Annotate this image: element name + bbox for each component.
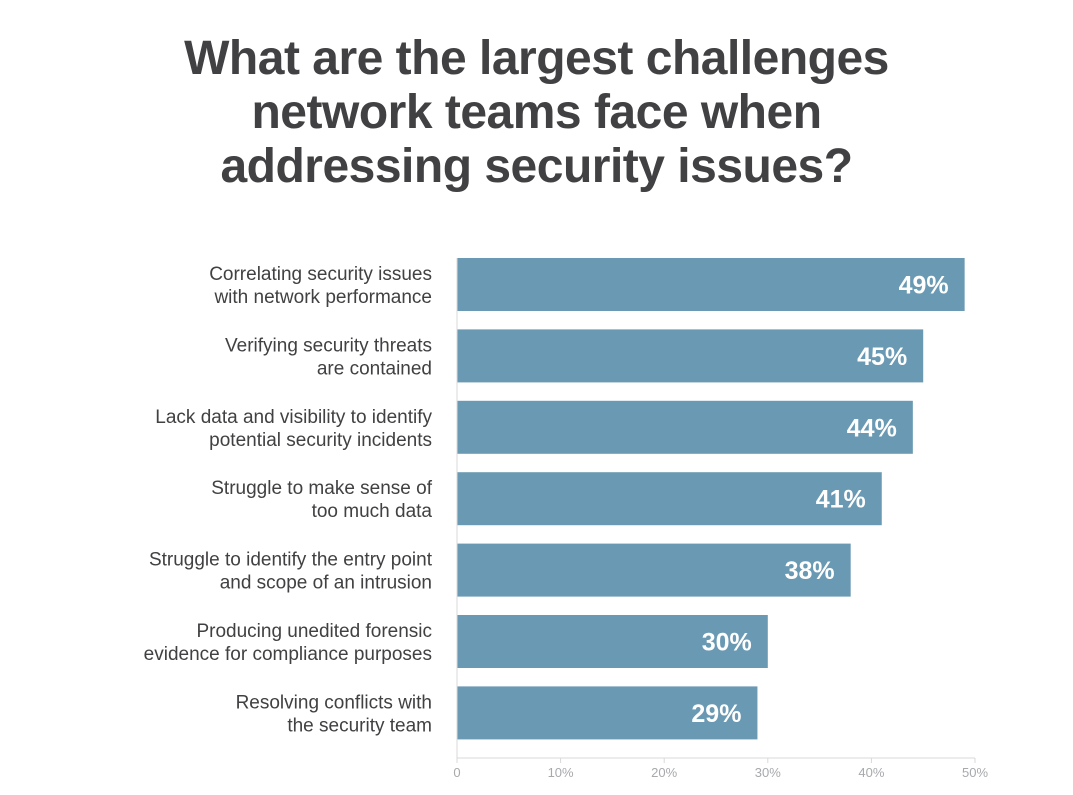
value-label: 49%: [899, 272, 949, 300]
value-label: 41%: [816, 486, 866, 514]
bar: [457, 543, 851, 597]
bar: [457, 615, 768, 668]
category-label: Producing unedited forensic: [196, 621, 432, 642]
chart-title-line: addressing security issues?: [220, 140, 853, 193]
category-label: and scope of an intrusion: [220, 573, 432, 594]
x-tick-label: 50%: [962, 765, 988, 780]
bar: [457, 686, 758, 740]
category-label: Verifying security threats: [225, 335, 432, 356]
x-tick-label: 40%: [858, 765, 884, 780]
category-label: the security team: [287, 715, 432, 736]
category-label: Resolving conflicts with: [236, 692, 432, 713]
x-tick-label: 20%: [651, 765, 677, 780]
x-axis: 0 10% 20% 30% 40% 50%: [453, 258, 988, 780]
bar: [457, 258, 965, 311]
bar: [457, 400, 913, 454]
category-label: Struggle to make sense of: [211, 478, 432, 499]
chart-title-line: What are the largest challenges: [184, 32, 889, 85]
value-label: 30%: [702, 629, 752, 657]
category-label: too much data: [312, 501, 433, 522]
bars-group: [457, 258, 965, 740]
x-tick-label: 10%: [548, 765, 574, 780]
value-label: 29%: [691, 700, 741, 728]
x-tick-label: 30%: [755, 765, 781, 780]
bar: [457, 472, 882, 526]
chart-title: What are the largest challenges network t…: [0, 32, 1073, 194]
value-label: 45%: [857, 343, 907, 371]
category-label: with network performance: [213, 287, 432, 308]
chart-title-line: network teams face when: [251, 86, 822, 139]
category-label: evidence for compliance purposes: [144, 644, 432, 665]
category-label: potential security incidents: [209, 430, 432, 451]
category-label: Lack data and visibility to identify: [155, 407, 432, 428]
value-label: 44%: [847, 414, 897, 442]
bar: [457, 329, 924, 383]
category-label: Struggle to identify the entry point: [149, 550, 433, 571]
value-label: 38%: [785, 557, 835, 585]
x-tick-label: 0: [453, 765, 460, 780]
category-label: are contained: [317, 358, 432, 379]
value-labels-group: 49% 45% 44% 41% 38% 30% 29%: [691, 272, 948, 728]
category-label: Correlating security issues: [209, 264, 432, 285]
